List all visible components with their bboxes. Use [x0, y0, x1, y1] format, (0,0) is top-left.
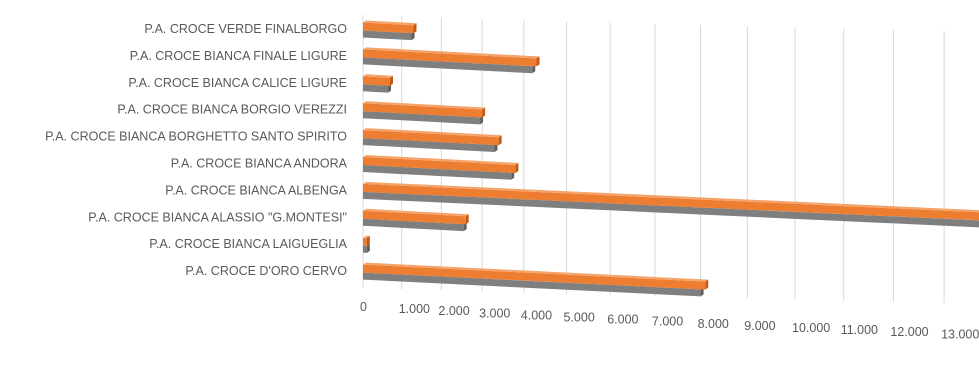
x-axis-tick-labels: 0 1.000 2.000 3.000 4.000 5.000 6.000 7.000 8.00… — [360, 300, 979, 341]
bar-series-2 — [363, 272, 701, 297]
bar-series-1-side — [515, 162, 519, 173]
x-tick-label: 5.000 — [564, 311, 595, 325]
bar-series-2-side — [494, 143, 498, 153]
bar-series-1 — [363, 237, 367, 246]
bar-series-2-side — [366, 243, 370, 253]
bar-series-1 — [363, 103, 483, 118]
bar-series-1-side — [366, 235, 370, 246]
bar-series-1-top — [363, 20, 417, 26]
bar-series-2-side — [388, 83, 392, 93]
bar-series-2-side — [511, 170, 515, 180]
x-tick-label: 0 — [360, 300, 367, 314]
category-label: P.A. CROCE BIANCA ALASSIO "G.MONTESI" — [88, 210, 347, 224]
bars — [363, 20, 979, 297]
bar-series-2 — [363, 218, 464, 232]
bar-series-2-side — [532, 64, 536, 74]
x-tick-label: 8.000 — [698, 317, 729, 331]
x-tick-label: 11.000 — [841, 323, 878, 337]
bar-series-1-side — [498, 135, 502, 146]
bar-series-1-top — [363, 128, 502, 138]
bar-series-1-side — [413, 23, 417, 34]
x-tick-label: 4.000 — [521, 308, 552, 322]
bar-series-1-side — [389, 75, 393, 86]
gridlines — [362, 15, 945, 304]
bar-series-1 — [363, 183, 979, 221]
category-label: P.A. CROCE BIANCA BORGIO VEREZZI — [117, 103, 347, 117]
category-label: P.A. CROCE BIANCA LAIGUEGLIA — [149, 237, 347, 251]
bar-series-1-top — [363, 47, 540, 59]
category-label: P.A. CROCE VERDE FINALBORGO — [144, 22, 347, 36]
bar-series-1-side — [705, 279, 709, 290]
bar-series-2-side — [411, 31, 415, 41]
bar-series-1 — [363, 264, 706, 290]
bar-series-1-top — [363, 262, 709, 282]
x-tick-label: 10.000 — [792, 321, 830, 335]
bar-series-2 — [363, 191, 979, 228]
bar-series-2-side — [700, 287, 704, 297]
bar-series-1 — [363, 210, 466, 225]
bar-series-1-top — [363, 181, 979, 213]
category-label: P.A. CROCE BIANCA FINALE LIGURE — [130, 49, 347, 63]
bar-series-2 — [363, 165, 512, 180]
x-tick-label: 1.000 — [399, 302, 430, 316]
x-tick-label: 3.000 — [479, 306, 510, 320]
bar-series-2 — [363, 30, 412, 41]
bar-series-2 — [363, 138, 495, 153]
bar-series-1-top — [363, 235, 370, 238]
bar-series-1-side — [482, 107, 486, 118]
category-label: P.A. CROCE BIANCA CALICE LIGURE — [128, 76, 347, 90]
bar-series-1-side — [465, 214, 469, 225]
x-tick-label: 9.000 — [744, 319, 775, 333]
bar-series-2 — [363, 84, 389, 93]
category-label: P.A. CROCE BIANCA BORGHETTO SANTO SPIRIT… — [45, 130, 347, 144]
x-tick-label: 13.000 — [941, 327, 979, 341]
x-tick-label: 12.000 — [890, 325, 928, 339]
bar-series-1-top — [363, 155, 519, 165]
bar-series-1-top — [363, 74, 393, 78]
bar-series-1-top — [363, 208, 469, 217]
bar-series-2-side — [463, 222, 467, 232]
bar-series-1-side — [536, 56, 540, 67]
category-label: P.A. CROCE D'ORO CERVO — [185, 264, 347, 278]
bar-series-1 — [363, 157, 516, 173]
category-label: P.A. CROCE BIANCA ANDORA — [171, 157, 348, 171]
bar-series-2 — [363, 245, 367, 253]
x-tick-label: 6.000 — [607, 313, 638, 327]
x-tick-label: 2.000 — [438, 304, 469, 318]
category-label: P.A. CROCE BIANCA ALBENGA — [165, 183, 347, 197]
bar-series-2 — [363, 111, 481, 125]
bar-series-1 — [363, 22, 414, 34]
bar-series-2-side — [480, 115, 484, 125]
bar-series-1-top — [363, 101, 486, 110]
bar-series-2 — [363, 57, 533, 74]
x-tick-label: 7.000 — [652, 315, 683, 329]
bar-series-1 — [363, 49, 537, 67]
bar-series-1 — [363, 130, 499, 146]
category-labels: P.A. CROCE VERDE FINALBORGO P.A. CROCE BI… — [45, 22, 348, 278]
bar-series-1 — [363, 76, 390, 86]
